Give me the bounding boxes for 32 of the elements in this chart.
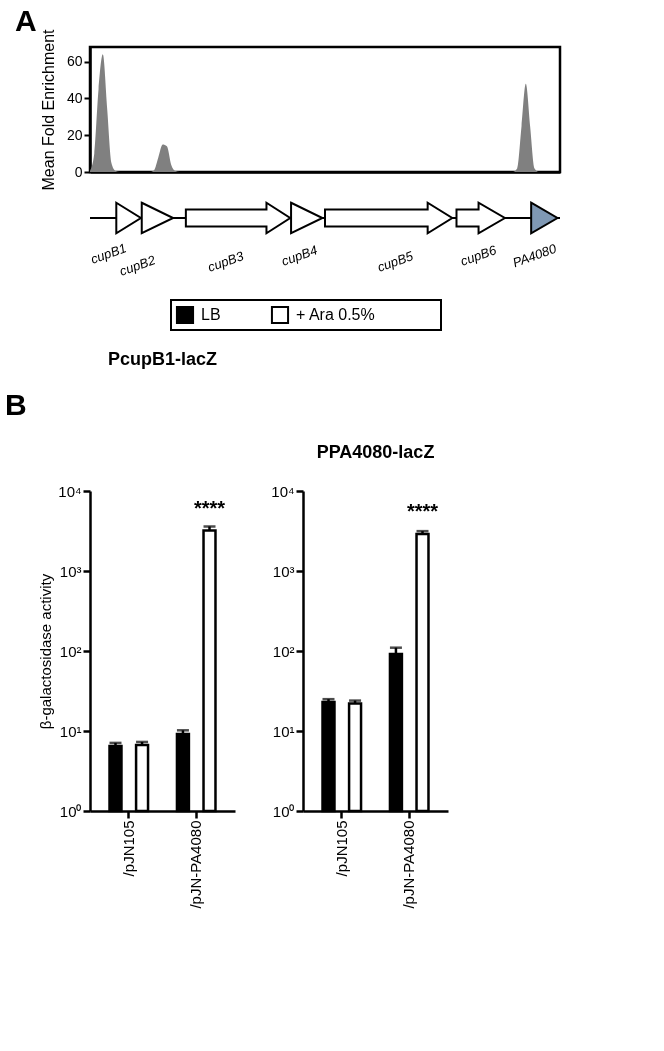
legend-label: + Ara 0.5% (296, 306, 375, 323)
y-tick-label: 10¹ (59, 722, 82, 740)
y-tick-label: 10⁴ (58, 482, 82, 500)
y-tick-label: 40 (66, 89, 83, 106)
y-tick-label: 10⁰ (272, 802, 295, 820)
text: cupB6 (458, 241, 499, 269)
x-tick-label: /pJN105 (119, 820, 137, 877)
x-tick-label: /pJN105 (332, 820, 350, 877)
legend-label: LB (201, 306, 221, 323)
y-tick-label: 10² (59, 642, 82, 660)
x-tick-label: /pJN-PA4080 (187, 820, 205, 909)
annotation: **** (406, 500, 439, 523)
y-tick-label: 20 (66, 126, 83, 143)
text: cupB5 (375, 247, 416, 275)
y-tick-label: 0 (74, 163, 83, 180)
chart-title: PcupB1-lacZ (107, 349, 218, 369)
annotation: **** (193, 496, 226, 519)
y-axis-title: Mean Fold Enrichment (39, 28, 57, 191)
text: cupB3 (205, 247, 247, 275)
text: A (15, 4, 37, 37)
y-tick-label: 10³ (272, 562, 295, 580)
y-tick-label: 60 (66, 53, 83, 70)
x-tick-label: /pJN-PA4080 (400, 820, 418, 909)
y-tick-label: 10² (272, 642, 295, 660)
y-tick-label: 10⁰ (59, 802, 82, 820)
y-tick-label: 10³ (59, 562, 82, 580)
text: B (5, 388, 27, 421)
chart-title: PPA4080-lacZ (316, 442, 435, 462)
y-axis-title: β-galactosidase activity (37, 573, 55, 730)
y-tick-label: 10⁴ (271, 482, 295, 500)
y-tick-label: 10¹ (272, 722, 295, 740)
text: cupB4 (279, 242, 320, 269)
